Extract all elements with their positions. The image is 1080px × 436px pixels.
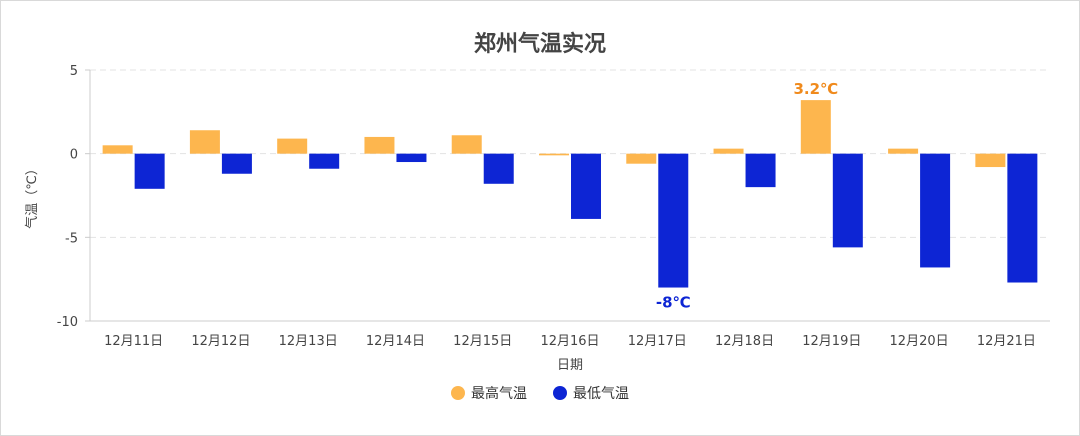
y-tick-label: 0: [70, 148, 78, 163]
x-tick-label: 12月19日: [802, 334, 861, 349]
legend-marker-low: [553, 386, 567, 400]
bar-high: [277, 138, 308, 154]
bar-low: [1007, 153, 1038, 283]
bar-low: [309, 153, 340, 169]
bar-high: [888, 148, 919, 154]
x-tick-label: 12月18日: [715, 334, 774, 349]
x-tick-label: 12月15日: [453, 334, 512, 349]
bar-low: [920, 153, 951, 268]
x-tick-label: 12月12日: [191, 334, 250, 349]
legend-label-low: 最低气温: [573, 386, 629, 402]
bar-high: [626, 153, 657, 164]
legend-item-high[interactable]: 最高气温: [451, 383, 527, 403]
x-tick-label: 12月16日: [540, 334, 599, 349]
x-tick-label: 12月20日: [890, 334, 949, 349]
bar-high: [189, 130, 220, 154]
y-tick-label: -10: [57, 315, 78, 330]
x-axis-title: 日期: [557, 358, 583, 373]
y-tick-label: -5: [65, 231, 78, 246]
bar-low: [658, 153, 689, 288]
bar-high: [800, 100, 831, 154]
bar-low: [134, 153, 165, 189]
legend-label-high: 最高气温: [471, 386, 527, 402]
bar-low: [483, 153, 514, 184]
x-tick-label: 12月13日: [279, 334, 338, 349]
y-tick-label: 5: [70, 64, 78, 79]
bar-low: [571, 153, 601, 219]
data-label: -8℃: [656, 294, 691, 312]
bar-high: [713, 148, 744, 154]
bar-high: [539, 153, 569, 156]
x-tick-label: 12月21日: [977, 334, 1036, 349]
bar-high: [451, 135, 482, 154]
bar-high: [102, 145, 133, 154]
bar-high: [364, 136, 395, 154]
x-tick-label: 12月17日: [628, 334, 687, 349]
x-tick-label: 12月14日: [366, 334, 425, 349]
x-tick-label: 12月11日: [104, 334, 163, 349]
bar-high: [975, 153, 1006, 168]
bar-low: [221, 153, 252, 174]
bar-low: [832, 153, 863, 248]
chart-title: 郑州气温实况: [473, 32, 606, 57]
bar-low: [745, 153, 776, 188]
data-label: 3.2℃: [793, 80, 838, 98]
bar-low: [396, 153, 427, 163]
y-axis-title: 气温（℃）: [24, 162, 40, 229]
legend-item-low[interactable]: 最低气温: [553, 383, 629, 403]
legend: 最高气温 最低气温: [0, 383, 1080, 403]
legend-marker-high: [451, 386, 465, 400]
